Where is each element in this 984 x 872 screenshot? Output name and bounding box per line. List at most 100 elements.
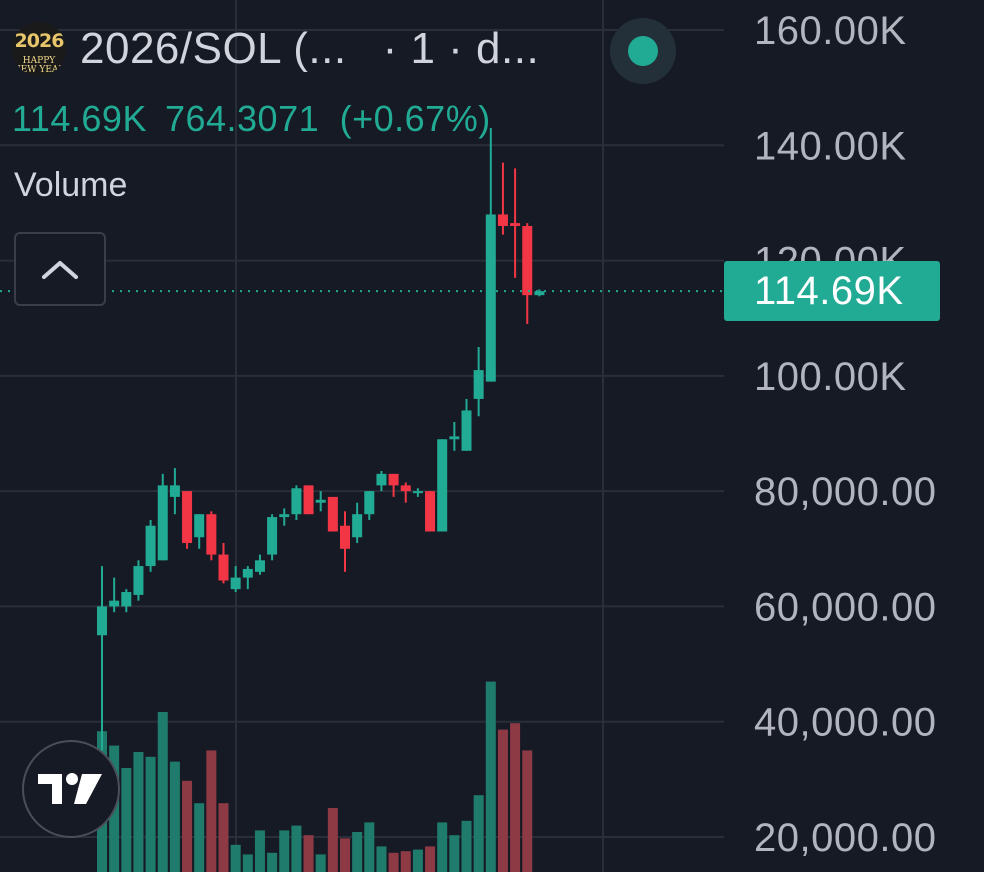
candle-body — [364, 491, 375, 515]
volume-bar — [327, 808, 338, 872]
y-tick-label: 100.00K — [754, 355, 907, 399]
volume-bar — [145, 756, 156, 872]
volume-bar — [461, 820, 472, 872]
candle-body — [376, 473, 387, 486]
volume-bar — [218, 803, 229, 872]
candle-body — [473, 370, 484, 399]
y-tick-label: 20,000.00 — [754, 816, 936, 860]
volume-bar — [315, 854, 326, 872]
tradingview-logo-icon[interactable] — [22, 740, 120, 838]
candle-body — [182, 491, 193, 544]
candle-body — [121, 592, 132, 607]
candle-body — [157, 485, 168, 561]
candle-body — [497, 214, 508, 226]
candle-body — [267, 517, 278, 555]
candle-body — [510, 223, 521, 226]
candle-body — [340, 525, 350, 549]
candle-body — [388, 473, 399, 486]
volume-bar — [242, 854, 253, 872]
volume-bar — [291, 825, 302, 872]
candle-body — [534, 291, 545, 296]
candle-body — [97, 606, 107, 636]
y-tick-label: 140.00K — [754, 124, 907, 168]
live-status-dot-icon — [628, 36, 658, 66]
volume-bar — [364, 822, 375, 872]
volume-bar — [473, 795, 484, 872]
interval-label[interactable]: · 1 · d... — [382, 24, 540, 73]
volume-bar — [169, 761, 180, 872]
volume-bar — [352, 832, 363, 872]
y-tick-label: 40,000.00 — [754, 701, 936, 745]
logo-subtext: HAPPY NEW YEAR — [12, 57, 66, 75]
volume-bar — [497, 729, 508, 872]
collapse-button[interactable] — [14, 232, 106, 306]
candle-body — [352, 514, 363, 538]
candle-body — [169, 485, 180, 497]
symbol-name[interactable]: 2026/SOL (... — [80, 24, 347, 73]
volume-bar — [412, 849, 423, 872]
grid — [0, 0, 724, 872]
volume-bar — [194, 803, 205, 872]
y-tick-label: 60,000.00 — [754, 585, 936, 629]
candle-body — [133, 566, 144, 595]
candle-body — [327, 496, 338, 532]
volume-bar — [437, 822, 448, 872]
chart-header: 2026 HAPPY NEW YEAR 2026/SOL (... · 1 · d… — [12, 22, 539, 76]
volume-indicator-label[interactable]: Volume — [14, 166, 128, 204]
chevron-up-icon — [42, 261, 78, 279]
candle-body — [522, 225, 533, 296]
volume-bar — [485, 681, 496, 872]
volume-bar — [279, 830, 290, 872]
candle-body — [254, 560, 265, 572]
candle-body — [145, 525, 156, 567]
candle-body — [303, 485, 314, 515]
volume-bar — [267, 852, 278, 872]
candle-body — [461, 410, 472, 451]
change-percent: (+0.67%) — [339, 98, 491, 139]
logo-sub1: HAPPY — [22, 56, 56, 66]
candle-body — [218, 554, 229, 581]
candle-body — [242, 568, 253, 578]
symbol-logo: 2026 HAPPY NEW YEAR — [12, 22, 66, 76]
tradingview-mark — [38, 773, 102, 804]
volume-bar — [230, 844, 241, 872]
symbol-title[interactable]: 2026/SOL (... · 1 · d... — [80, 24, 539, 74]
candle-body — [412, 491, 423, 494]
candle-body — [485, 214, 496, 382]
volume-bar — [121, 768, 132, 872]
last-price-tag: 114.69K — [724, 261, 940, 321]
volume-bar — [303, 835, 314, 872]
volume-bar — [425, 846, 436, 872]
candle-body — [279, 514, 290, 518]
volume-bar — [400, 851, 411, 872]
candle-body — [291, 488, 302, 515]
ohlc-legend: 114.69K 764.3071 (+0.67%) — [12, 98, 491, 140]
volume-bar — [157, 712, 168, 872]
volume-bar — [206, 750, 217, 872]
volume-bar — [449, 835, 460, 872]
volume-bar — [376, 846, 387, 872]
candle-body — [449, 436, 460, 440]
candle-body — [109, 600, 120, 607]
candle-body — [400, 485, 411, 492]
y-tick-label: 160.00K — [754, 9, 907, 53]
volume-bar — [133, 752, 144, 872]
candle-body — [437, 439, 448, 532]
volume-bar — [340, 838, 350, 872]
candle-body — [206, 514, 217, 555]
change-value: 764.3071 — [164, 98, 320, 139]
volume-bar — [522, 750, 533, 872]
logo-year: 2026 — [14, 30, 65, 52]
candle-body — [315, 499, 326, 503]
volume-bar — [388, 852, 399, 872]
price-axis[interactable]: 160.00K140.00K120.00K100.00K80,000.0060,… — [754, 9, 936, 860]
y-tick-label: 80,000.00 — [754, 470, 936, 514]
candle-body — [194, 514, 205, 538]
candle-body — [230, 577, 241, 590]
market-status[interactable] — [610, 18, 676, 84]
candlesticks — [97, 127, 545, 751]
volume-bar — [510, 723, 521, 872]
logo-sub2: NEW YEAR — [12, 65, 66, 75]
volume-bar — [254, 830, 265, 872]
volume-bar — [182, 780, 193, 872]
